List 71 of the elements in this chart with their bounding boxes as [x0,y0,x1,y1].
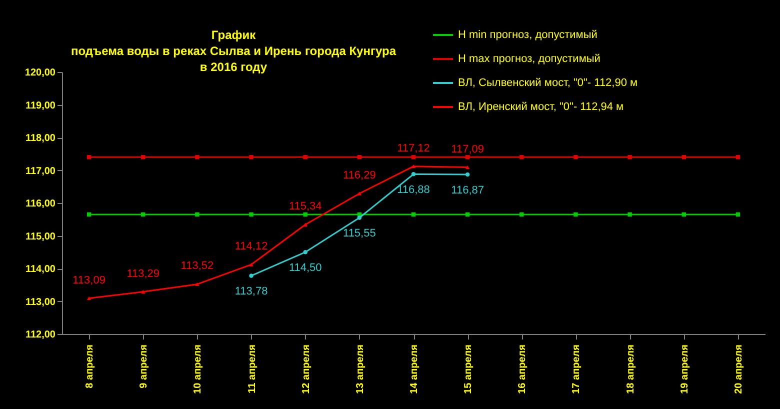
x-tick-label: 20 апреля [733,344,744,394]
point [520,212,524,217]
point [682,155,686,160]
point [195,282,200,286]
point [465,155,470,160]
point [465,165,470,170]
data-label: 113,52 [180,260,214,272]
point [86,296,92,300]
data-label: 113,09 [72,274,106,286]
point [249,212,254,217]
y-tick-label: 117,00 [25,166,56,177]
point [195,212,200,217]
point [249,155,254,160]
point [303,212,308,217]
x-tick-label: 11 апреля [246,344,258,394]
data-label: 115,34 [288,200,322,213]
legend-label: H max прогноз, допустимый [458,53,600,65]
x-tick-label: 9 апреля [138,344,150,388]
data-label: 117,09 [451,143,484,156]
point [357,216,362,220]
x-tick-label: 14 апреля [409,344,420,394]
x-tick-label: 17 апреля [571,344,582,394]
data-label: 114,12 [234,240,268,253]
data-label: 116,87 [451,184,484,197]
point [574,212,578,217]
y-tick-label: 119,00 [25,100,56,112]
point [465,172,470,177]
x-tick-label: 18 апреля [625,344,636,394]
data-label: 113,29 [126,268,160,280]
point [303,155,308,160]
x-tick-label: 12 апреля [300,344,312,394]
x-tick-label: 8 апреля [84,344,96,388]
x-tick-label: 16 апреля [517,344,528,394]
point [520,155,524,160]
y-tick-label: 120,00 [24,68,56,78]
point [140,290,146,294]
point [86,155,92,160]
point [574,155,578,160]
y-tick-label: 112,00 [25,330,56,340]
legend-label: H min прогноз, допустимый [458,29,598,41]
x-tick-label: 10 апреля [192,344,204,394]
data-label: 115,55 [343,228,376,240]
y-tick-label: 115,00 [25,231,56,242]
legend-label: ВЛ, Иренский мост, "0"- 112,94 м [458,101,624,113]
point [249,262,254,266]
point [195,155,200,160]
point [628,155,632,160]
point [411,172,416,176]
point [411,164,416,168]
point [357,155,362,160]
point [411,155,416,160]
x-tick-label: 19 апреля [679,344,690,394]
chart-title: График подъема воды в реках Сылва и Ирень города Кунгура в 2016 году [71,28,396,74]
x-tick-label: 15 апреля [463,344,474,394]
y-tick-label: 118,00 [25,133,56,144]
y-tick-label: 113,00 [25,296,56,308]
data-label: 117,12 [397,142,430,154]
point [249,274,254,278]
data-label: 116,88 [397,184,430,196]
x-tick-label: 13 апреля [354,344,366,394]
point [628,212,632,217]
point [303,250,308,254]
y-tick-label: 114,00 [25,264,56,275]
point [357,192,362,196]
data-label: 116,29 [343,170,376,182]
y-tick-label: 116,00 [25,198,56,210]
data-label: 114,50 [288,262,322,274]
data-label: 113,78 [234,286,268,298]
point [140,155,146,160]
point [736,155,740,160]
legend-label: ВЛ, Сылвенский мост, "0"- 112,90 м [458,77,638,89]
